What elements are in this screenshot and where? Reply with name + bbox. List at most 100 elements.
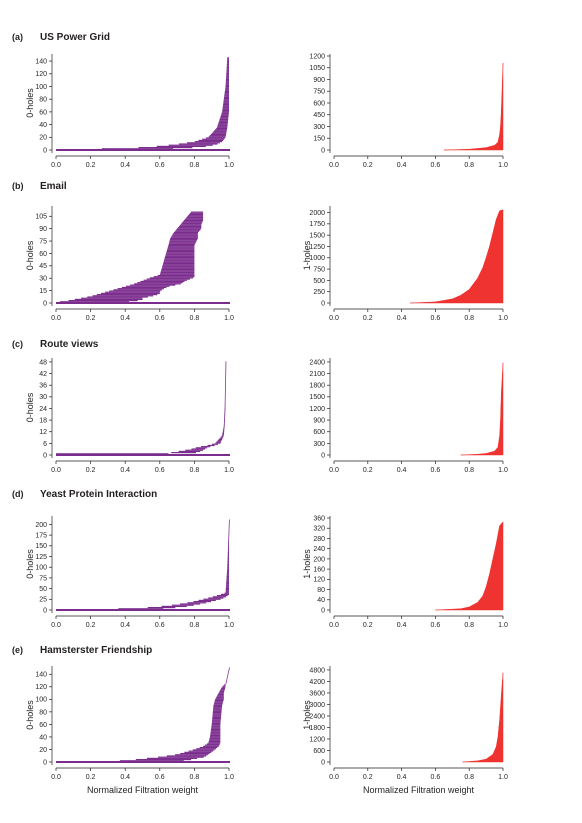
x-tick-label: 0.0 [329,162,339,169]
y-tick-label: 60 [39,722,47,729]
persistence-bar [165,254,195,256]
one-holes-area-panel-7: 0.0 0.2 0.4 0.6 0.8 1.0 0 40 80 120 160 200 240 280 32… [302,515,508,629]
y-axis-label: 0-holes [25,88,35,118]
y-tick-label: 1750 [309,221,325,228]
persistence-bar [226,63,229,65]
persistence-bar [227,563,229,566]
x-tick-label: 0.6 [155,622,165,629]
persistence-bar [224,416,226,418]
persistence-bar [225,84,229,87]
persistence-bar [173,233,198,235]
x-tick-label: 0.6 [155,467,165,474]
persistence-bar [228,524,230,526]
persistence-bar [216,441,222,443]
persistence-bar [224,406,226,408]
persistence-bar [196,748,216,750]
persistence-bar [217,126,228,128]
persistence-bar [227,566,229,568]
persistence-bar [211,721,221,723]
barcode-bars [56,57,230,151]
persistence-bar [221,687,226,690]
panel-letter: (e) [12,645,23,655]
persistence-bar [211,728,221,731]
persistence-bar [222,431,225,433]
zero-holes-barcode-panel-4: (c) Route views 0.0 0.2 0.4 0.6 0.8 1.0 0 6 12 18 24… [12,339,234,474]
x-tick-label: 1.0 [498,774,508,781]
persistence-bar [219,690,225,692]
persistence-bar [198,599,216,602]
y-tick-label: 15 [39,288,47,295]
persistence-bar [227,560,229,562]
infinite-persistence-bar [56,149,230,151]
x-tick-label: 0.4 [120,162,130,169]
y-tick-label: 75 [39,575,47,582]
persistence-bar [210,733,221,735]
persistence-bar [118,608,164,610]
x-tick-label: 0.0 [329,622,339,629]
persistence-bar [224,397,226,399]
x-tick-label: 0.6 [431,315,441,322]
persistence-bar [226,70,229,72]
persistence-bar [210,731,221,733]
x-tick-label: 0.6 [431,774,441,781]
persistence-bar [228,668,230,670]
x-tick-label: 0.4 [397,315,407,322]
x-tick-label: 0.8 [464,622,474,629]
persistence-bar [225,80,229,82]
barcode-bars [56,211,230,304]
x-tick-label: 0.0 [329,315,339,322]
persistence-bar [224,94,229,96]
persistence-bar [221,435,224,437]
y-tick-label: 125 [35,554,47,561]
persistence-bar [224,407,226,410]
persistence-bar [228,536,230,538]
persistence-bar [226,578,229,580]
persistence-bar [228,669,230,672]
persistence-bar [208,136,226,138]
y-tick-label: 250 [313,289,325,296]
persistence-bar [209,135,226,137]
persistence-bar [227,555,229,557]
persistence-bar [212,719,221,721]
persistence-bar [211,726,221,728]
persistence-bar [225,386,226,388]
persistence-bar [185,449,203,451]
persistence-bar [226,72,229,75]
persistence-bar [176,228,202,230]
x-tick-label: 0.8 [464,467,474,474]
persistence-bar [212,711,222,714]
persistence-bar [225,369,227,371]
persistence-bar [220,689,225,691]
y-axis-label: 1-holes [302,549,312,579]
panel-title: Route views [40,339,99,350]
x-tick-label: 0.2 [363,162,373,169]
y-tick-label: 600 [313,429,325,436]
one-holes-area-fill [443,63,504,151]
persistence-bar [224,411,226,413]
persistence-bar [225,375,227,377]
persistence-bar [130,284,176,286]
x-tick-label: 1.0 [224,622,234,629]
one-holes-area-fill [462,672,504,763]
y-tick-label: 300 [313,441,325,448]
persistence-bar [223,426,225,429]
persistence-bar [227,547,229,549]
y-tick-label: 0 [321,147,325,154]
persistence-bar [226,579,229,581]
persistence-bar [225,81,229,83]
persistence-bar [149,277,194,279]
y-tick-label: 48 [39,359,47,366]
persistence-bar [173,231,199,234]
persistence-bar [225,587,229,590]
persistence-bar [213,708,222,710]
persistence-bar [210,730,221,732]
x-tick-label: 0.8 [464,162,474,169]
y-tick-label: 80 [39,709,47,716]
x-tick-label: 1.0 [498,162,508,169]
persistence-bar [117,288,164,290]
x-tick-label: 0.6 [431,162,441,169]
persistence-bar [228,527,230,530]
persistence-bar [225,367,227,369]
x-tick-label: 0.4 [120,315,130,322]
infinite-persistence-bar [56,609,230,611]
